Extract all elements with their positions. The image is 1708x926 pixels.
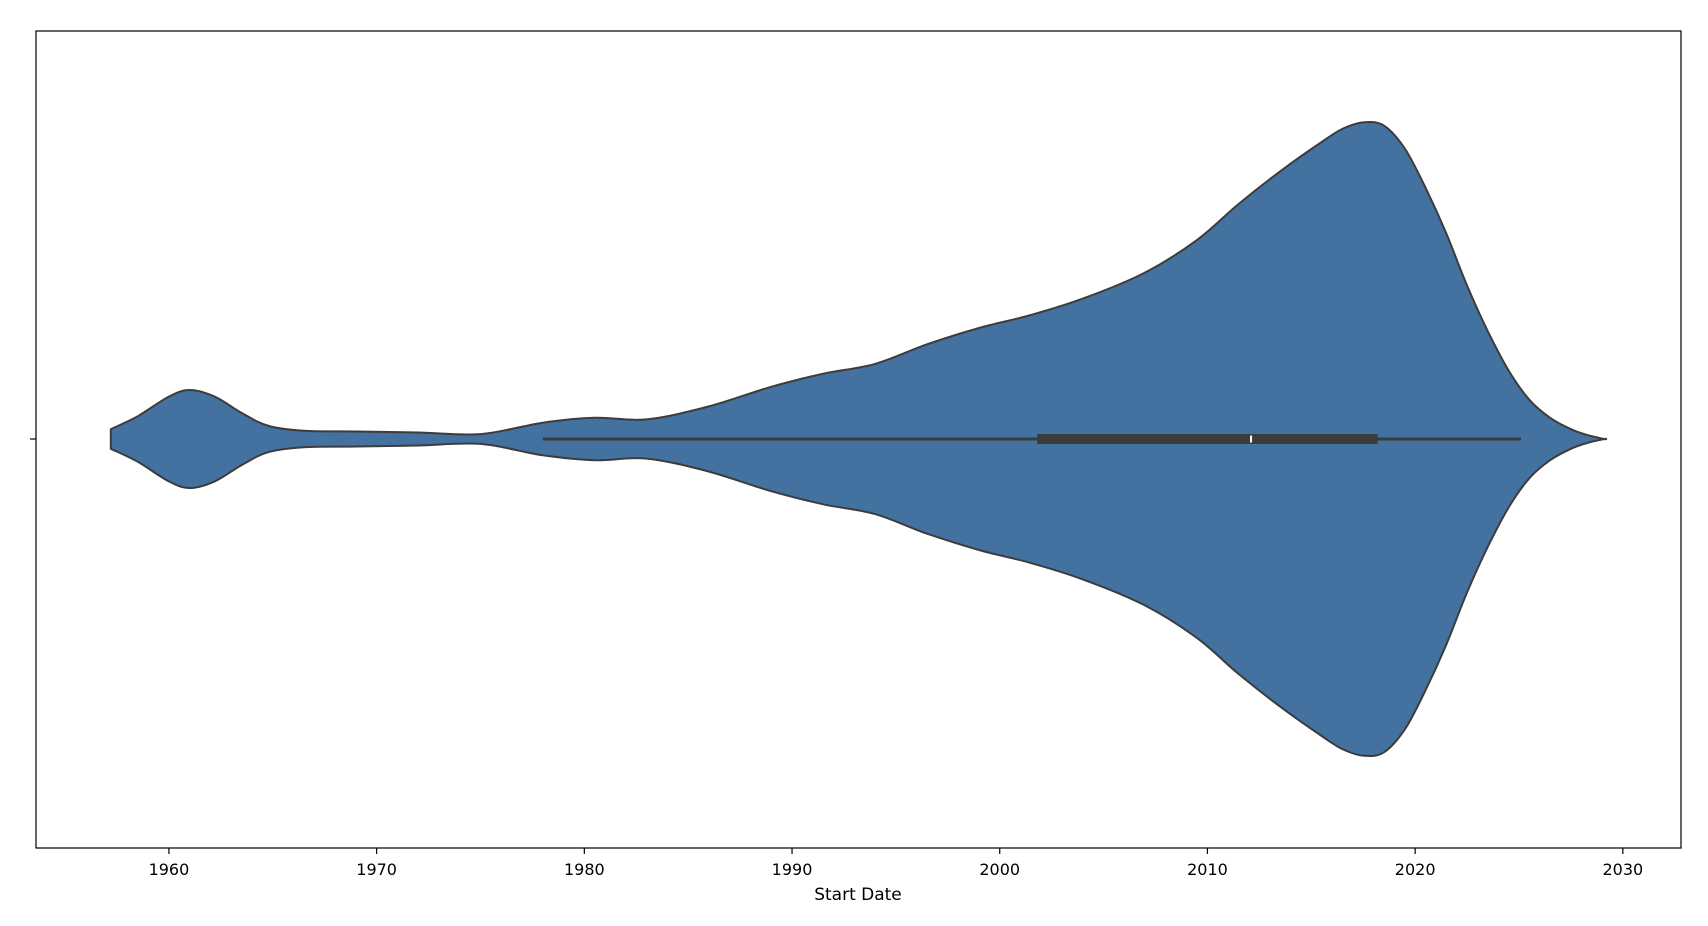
x-tick-label: 2020 [1395, 860, 1436, 879]
x-tick-label: 2010 [1187, 860, 1228, 879]
x-tick-label: 1980 [564, 860, 605, 879]
x-tick-label: 1970 [356, 860, 397, 879]
x-tick-label: 2030 [1602, 860, 1643, 879]
iqr-box [1037, 434, 1378, 444]
x-tick-label: 2000 [979, 860, 1020, 879]
x-tick-label: 1960 [149, 860, 190, 879]
x-tick-label: 1990 [772, 860, 813, 879]
x-axis-label: Start Date [814, 885, 902, 905]
